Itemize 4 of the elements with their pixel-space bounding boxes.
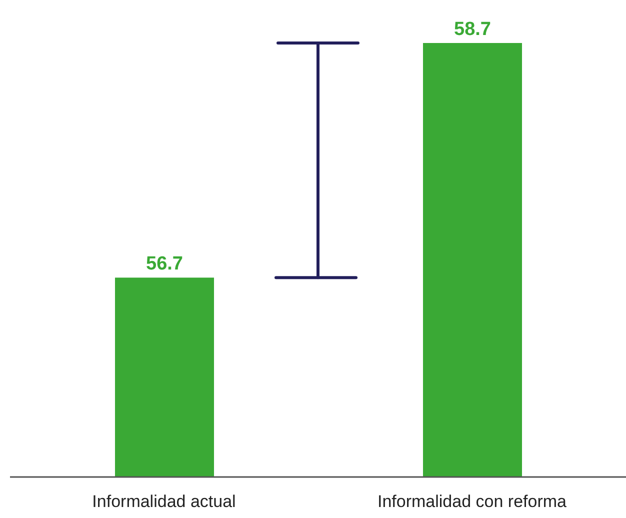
data-label: 58.7 xyxy=(454,19,491,40)
data-label: 56.7 xyxy=(146,254,183,275)
x-tick-label: Informalidad con reforma xyxy=(378,492,568,512)
x-tick-label: Informalidad actual xyxy=(92,492,236,512)
